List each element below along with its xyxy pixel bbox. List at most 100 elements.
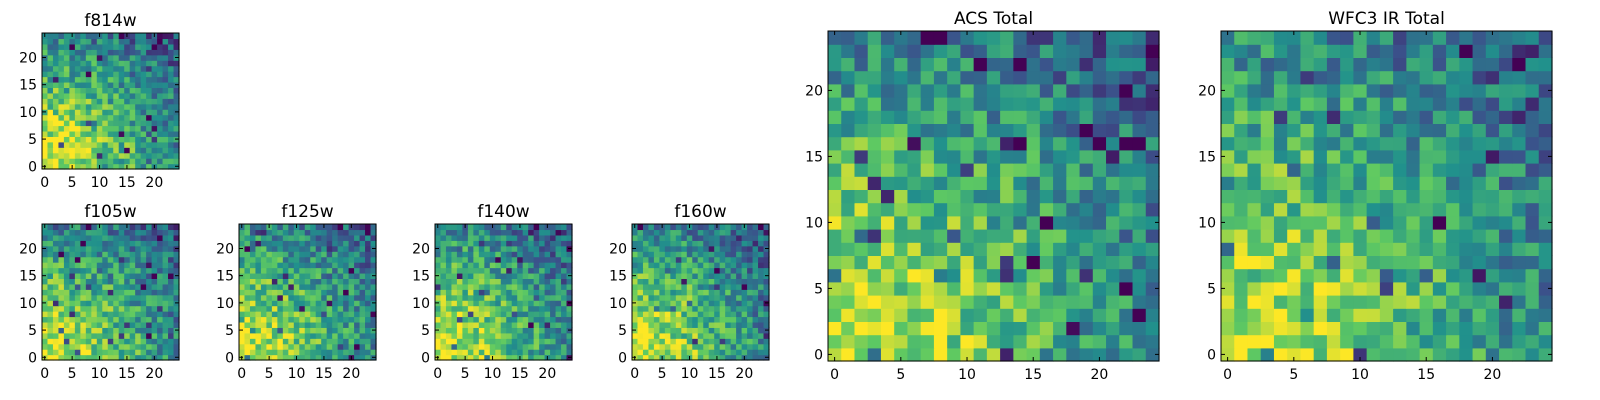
heatmap-cell — [63, 300, 70, 307]
heatmap-cell — [854, 321, 869, 336]
y-tick-label: 15 — [1198, 149, 1216, 165]
heatmap-cell — [1472, 255, 1487, 270]
heatmap-cell — [533, 240, 540, 247]
heatmap-cell — [544, 316, 551, 323]
heatmap-cell — [1499, 308, 1513, 322]
heatmap-cell — [91, 81, 98, 88]
heatmap-cell — [58, 103, 65, 110]
heatmap-cell — [670, 251, 677, 258]
heatmap-cell — [642, 224, 650, 231]
x-tick-label: 15 — [1417, 367, 1435, 383]
heatmap-cell — [1287, 321, 1302, 336]
heatmap-cell — [102, 327, 109, 334]
heatmap-cell — [533, 267, 540, 274]
heatmap-cell — [473, 229, 480, 236]
heatmap-cell — [315, 272, 322, 279]
heatmap-cell — [933, 31, 948, 45]
heatmap-cell — [854, 229, 869, 243]
heatmap-cell — [348, 349, 355, 356]
heatmap-cell — [747, 294, 754, 301]
heatmap-cell — [973, 123, 988, 138]
heatmap-cell — [173, 267, 180, 274]
heatmap-cell — [85, 294, 92, 301]
heatmap-cell — [124, 338, 131, 345]
heatmap-cell — [1221, 110, 1235, 124]
heatmap-cell — [1446, 321, 1460, 336]
heatmap-cell — [973, 334, 988, 349]
heatmap-cell — [244, 229, 251, 236]
heatmap-cell — [321, 338, 328, 345]
heatmap-cell — [118, 321, 125, 328]
heatmap-cell — [321, 272, 328, 279]
heatmap-cell — [1432, 123, 1447, 138]
heatmap-cell — [1013, 110, 1028, 124]
heatmap-cell — [255, 316, 262, 323]
heatmap-cell — [451, 354, 458, 361]
heatmap-cell — [686, 343, 693, 350]
heatmap-cell — [1326, 44, 1341, 58]
heatmap-cell — [146, 33, 153, 40]
heatmap-cell — [102, 283, 109, 290]
heatmap-cell — [1432, 281, 1447, 296]
heatmap-cell — [1459, 123, 1474, 138]
heatmap-cell — [343, 224, 350, 231]
heatmap-cell — [293, 316, 300, 323]
heatmap-cell — [63, 245, 70, 252]
heatmap-cell — [135, 76, 142, 83]
heatmap-cell — [315, 349, 322, 356]
heatmap-cell — [140, 65, 147, 72]
heatmap-cell — [451, 338, 458, 345]
heatmap-cell — [113, 224, 120, 231]
heatmap-cell — [157, 81, 164, 88]
heatmap-cell — [703, 321, 710, 328]
heatmap-cell — [315, 305, 322, 312]
heatmap-cell — [1132, 83, 1147, 98]
heatmap-cell — [282, 316, 289, 323]
heatmap-cell — [288, 349, 295, 356]
heatmap-cell — [758, 305, 765, 312]
heatmap-cell — [517, 278, 524, 285]
x-tick-label: 15 — [1024, 367, 1042, 383]
heatmap-cell — [484, 272, 491, 279]
heatmap-cell — [894, 123, 909, 138]
heatmap-cell — [107, 60, 114, 67]
heatmap-cell — [337, 240, 344, 247]
heatmap-cell — [271, 300, 278, 307]
heatmap-cell — [1287, 44, 1302, 58]
heatmap-cell — [157, 316, 164, 323]
heatmap-cell — [686, 289, 693, 296]
heatmap-cell — [659, 240, 666, 247]
heatmap-cell — [1234, 70, 1249, 85]
heatmap-cell — [332, 343, 339, 350]
heatmap-cell — [151, 234, 158, 241]
heatmap-cell — [1145, 57, 1160, 72]
heatmap-cell — [52, 251, 60, 258]
heatmap-cell — [1039, 189, 1054, 204]
heatmap-cell — [321, 316, 328, 323]
heatmap-cell — [1512, 176, 1527, 190]
heatmap-cell — [632, 278, 639, 285]
heatmap-cell — [140, 60, 147, 67]
heatmap-cell — [1446, 229, 1460, 243]
heatmap-cell — [260, 256, 267, 263]
heatmap-cell — [52, 38, 60, 45]
heatmap-cell — [675, 267, 682, 274]
heatmap-cell — [528, 224, 535, 231]
heatmap-cell — [348, 305, 355, 312]
heatmap-cell — [1013, 281, 1028, 296]
heatmap-cell — [326, 349, 333, 356]
heatmap-cell — [135, 33, 142, 40]
heatmap-cell — [348, 343, 355, 350]
heatmap-cell — [561, 240, 568, 247]
heatmap-cell — [58, 136, 65, 143]
heatmap-cell — [1525, 70, 1540, 85]
heatmap-cell — [664, 267, 671, 274]
heatmap-cell — [69, 332, 76, 339]
y-tick-label: 5 — [28, 323, 37, 339]
heatmap-cell — [907, 255, 922, 270]
heatmap-cell — [1079, 215, 1094, 230]
heatmap-cell — [348, 332, 355, 339]
heatmap-cell — [255, 240, 262, 247]
heatmap-cell — [113, 300, 120, 307]
heatmap-cell — [52, 125, 60, 132]
